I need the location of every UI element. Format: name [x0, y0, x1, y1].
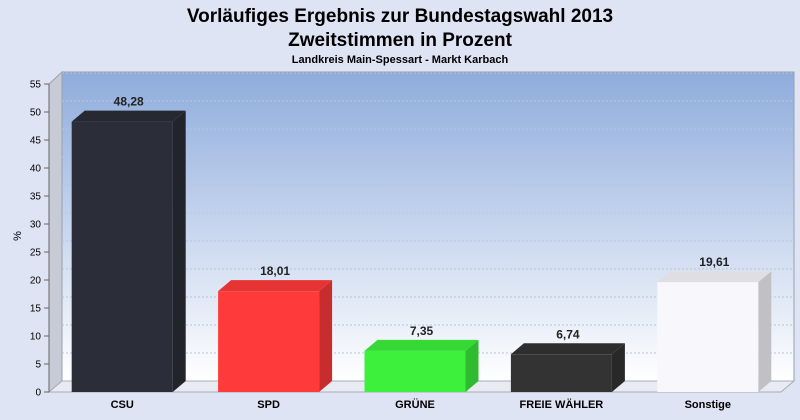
bar-front — [510, 354, 612, 392]
x-tick-label: SPD — [257, 399, 280, 411]
x-tick-label: FREIE WÄHLER — [520, 398, 604, 411]
y-tick-label: 20 — [30, 276, 42, 287]
x-tick-label: CSU — [111, 399, 134, 411]
y-tick-label: 30 — [30, 220, 42, 231]
y-tick-label: 5 — [35, 360, 41, 371]
y-tick-label: 15 — [30, 304, 42, 315]
data-label: 19,61 — [699, 255, 729, 269]
x-tick-label: GRÜNE — [395, 398, 435, 411]
bar-front — [364, 350, 466, 392]
data-label: 6,74 — [556, 327, 580, 341]
y-tick-label: 40 — [30, 164, 42, 175]
bar-top — [71, 110, 186, 122]
bars: 48,28 18,01 7,35 6,74 19,61 — [71, 95, 772, 392]
y-tick-label: 0 — [35, 388, 41, 399]
chart-title-line2: Zweitstimmen in Prozent — [288, 30, 512, 51]
bar-grüne: 7,35 — [364, 324, 479, 392]
y-axis-label: % — [12, 231, 24, 241]
plot-left-wall — [48, 70, 63, 394]
bar-front — [657, 282, 759, 392]
bar-freie-wähler: 6,74 — [510, 327, 625, 392]
data-label: 18,01 — [260, 264, 290, 278]
bar-top — [364, 339, 479, 351]
bar-side — [758, 271, 772, 392]
bar-front — [218, 291, 320, 392]
data-label: 48,28 — [114, 95, 144, 109]
y-tick-label: 45 — [30, 136, 42, 147]
bar-side — [172, 110, 186, 392]
bar-side — [319, 280, 333, 392]
bar-csu: 48,28 — [71, 95, 186, 392]
y-axis-ticks: 0 5 10 15 20 25 30 35 40 45 50 55 — [30, 80, 49, 399]
bar-sonstige: 19,61 — [657, 255, 772, 392]
chart-title: Vorläufiges Ergebnis zur Bundestagswahl … — [187, 6, 613, 27]
data-label: 7,35 — [410, 324, 434, 338]
bar-side — [611, 343, 625, 392]
y-tick-label: 25 — [30, 248, 42, 259]
y-tick-label: 35 — [30, 192, 42, 203]
bar-side — [465, 339, 479, 392]
bar-top — [218, 280, 333, 292]
chart-subtitle: Landkreis Main-Spessart - Markt Karbach — [292, 54, 509, 66]
bar-spd: 18,01 — [218, 264, 333, 392]
y-tick-label: 55 — [30, 80, 42, 91]
y-tick-label: 50 — [30, 108, 42, 119]
bar-top — [657, 271, 772, 283]
x-axis-labels: CSU SPD GRÜNE FREIE WÄHLER Sonstige — [111, 398, 731, 411]
bar-top — [510, 343, 625, 355]
bar-front — [71, 121, 173, 392]
x-tick-label: Sonstige — [685, 399, 731, 411]
y-tick-label: 10 — [30, 332, 42, 343]
